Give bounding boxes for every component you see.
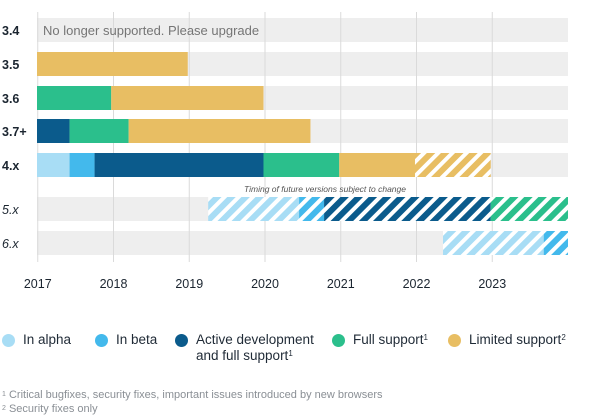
support-timeline-chart: 3.4 3.5 3.6 3.7+ 4.x 5.x 6.x Timing of future … [2, 12, 568, 291]
legend-item-full: Full support1 [332, 332, 428, 348]
x-tick-2023: 2023 [478, 277, 506, 291]
x-axis-ticks: 2017 2018 2019 2020 2021 2022 2023 [24, 277, 506, 291]
bar-4x-alpha-0 [37, 153, 70, 177]
row-label-35: 3.5 [2, 58, 19, 72]
row-label-5x: 5.x [2, 203, 19, 217]
legend-swatch-active [175, 334, 188, 347]
bar-37-limited-2 [128, 119, 311, 143]
bar-4x-full-3 [263, 153, 340, 177]
bar-36-full-0 [37, 86, 112, 110]
legend-label-beta: In beta [116, 332, 158, 347]
bar-5x-alpha-0 [208, 197, 300, 221]
legend-label-limited: Limited support2 [469, 332, 566, 347]
bar-4x-active-2 [94, 153, 264, 177]
row-label-6x: 6.x [2, 237, 19, 251]
footnote-2: 2 Security fixes only [2, 403, 98, 415]
x-tick-2019: 2019 [175, 277, 203, 291]
x-tick-2020: 2020 [251, 277, 279, 291]
x-tick-2021: 2021 [327, 277, 355, 291]
footnote-1: 1 Critical bugfixes, security fixes, imp… [2, 389, 383, 401]
bar-4x-limited-5 [414, 153, 491, 177]
legend-swatch-limited [448, 334, 461, 347]
bar-6x-alpha-0 [443, 231, 544, 255]
legend-swatch-beta [95, 334, 108, 347]
footnotes: 1 Critical bugfixes, security fixes, imp… [2, 388, 383, 416]
bar-37-active-0 [37, 119, 70, 143]
legend-label-full: Full support1 [353, 332, 428, 347]
bars [37, 52, 568, 255]
bar-4x-limited-4 [339, 153, 415, 177]
legend-item-active: Active development and full support1 [175, 332, 314, 364]
x-tick-2018: 2018 [100, 277, 128, 291]
legend-footnote-ref-1b: 1 [423, 333, 428, 342]
legend: In alpha In beta Active development and … [0, 332, 600, 374]
legend-footnote-ref-1a: 1 [288, 349, 293, 358]
bar-4x-beta-1 [69, 153, 95, 177]
x-tick-2022: 2022 [403, 277, 431, 291]
bar-5x-beta-1 [299, 197, 325, 221]
legend-item-limited: Limited support2 [448, 332, 566, 348]
legend-swatch-alpha [2, 334, 15, 347]
legend-label-alpha: In alpha [23, 332, 72, 347]
bar-36-limited-1 [111, 86, 264, 110]
bar-5x-active-2 [324, 197, 491, 221]
legend-swatch-full [332, 334, 345, 347]
row-track-0 [37, 18, 568, 42]
legend-item-beta: In beta [95, 332, 157, 348]
row-label-4x: 4.x [2, 159, 19, 173]
bar-5x-full-3 [490, 197, 568, 221]
legend-label-active-line1: Active development [196, 332, 314, 347]
legend-label-active-line2: and full support [196, 348, 289, 363]
legend-item-alpha: In alpha [2, 332, 71, 348]
row-label-37: 3.7+ [2, 125, 27, 139]
row-labels: 3.4 3.5 3.6 3.7+ 4.x 5.x 6.x [2, 24, 27, 251]
x-tick-2017: 2017 [24, 277, 52, 291]
row-label-34: 3.4 [2, 24, 19, 38]
future-timing-note: Timing of future versions subject to cha… [244, 184, 406, 194]
bar-37-full-1 [69, 119, 129, 143]
row-3-4-message: No longer supported. Please upgrade [43, 23, 259, 38]
row-label-36: 3.6 [2, 92, 19, 106]
bar-35-limited-0 [37, 52, 188, 76]
bar-6x-beta-1 [543, 231, 568, 255]
legend-footnote-ref-2: 2 [561, 333, 566, 342]
legend-label-active: Active development and full support1 [196, 332, 314, 364]
